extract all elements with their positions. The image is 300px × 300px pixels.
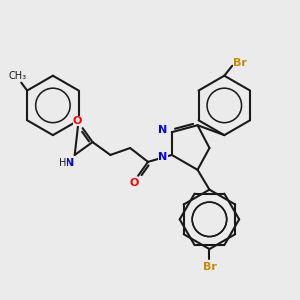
Text: O: O bbox=[130, 178, 139, 188]
Text: N: N bbox=[158, 125, 167, 135]
Text: N: N bbox=[158, 152, 167, 162]
Text: O: O bbox=[73, 116, 82, 126]
Text: N: N bbox=[65, 158, 74, 168]
Text: H: H bbox=[59, 158, 67, 168]
Text: Br: Br bbox=[233, 58, 247, 68]
Text: CH₃: CH₃ bbox=[8, 71, 26, 81]
Text: Br: Br bbox=[202, 262, 216, 272]
